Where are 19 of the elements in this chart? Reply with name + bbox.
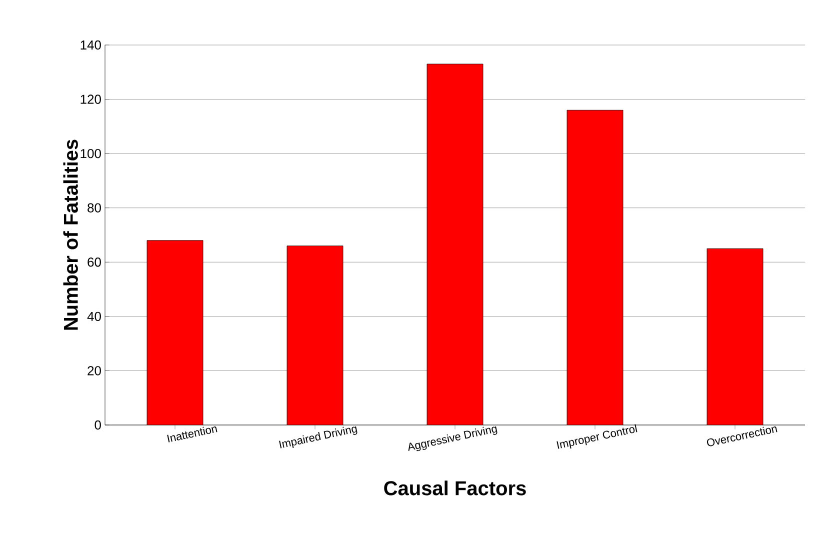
y-tick-label: 40 xyxy=(87,312,101,322)
y-tick-label: 20 xyxy=(88,366,101,376)
x-tick-label: Aggressive Driving xyxy=(408,426,498,452)
bar xyxy=(427,64,484,425)
y-axis-title: Number of Fatalities xyxy=(63,140,78,330)
y-tick-label: 80 xyxy=(88,203,101,212)
x-axis-title: Causal Factors xyxy=(384,480,526,496)
bar xyxy=(706,248,764,425)
x-tick-label: Impaired Driving xyxy=(279,426,358,448)
x-tick-label: Inattention xyxy=(167,426,218,442)
y-tick-label: 0 xyxy=(94,420,101,430)
bar xyxy=(287,246,344,425)
y-tick-label: 120 xyxy=(80,94,101,104)
y-tick-label: 140 xyxy=(80,40,101,50)
y-tick-label: 100 xyxy=(80,148,101,158)
bar xyxy=(147,240,203,425)
bar xyxy=(567,110,624,425)
y-tick-label: 60 xyxy=(88,258,101,267)
x-tick-label: Improper Control xyxy=(556,424,638,449)
